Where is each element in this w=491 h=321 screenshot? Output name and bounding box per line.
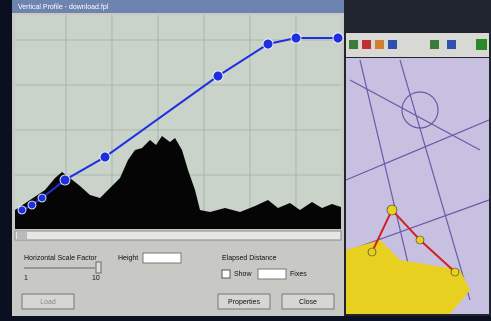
properties-text: Properties (228, 299, 260, 306)
scroll-thumb[interactable] (17, 232, 27, 239)
scale-label: Horizontal Scale Factor (24, 255, 97, 262)
height-input[interactable] (143, 253, 181, 263)
scrollbar[interactable] (15, 231, 341, 240)
show-label: Show (234, 271, 252, 278)
screen: Vertical Profile - download.fpl Horizont… (0, 0, 491, 316)
scale-max: 10 (92, 275, 100, 282)
slider-thumb[interactable] (96, 262, 101, 273)
load-text: Load (40, 299, 56, 306)
scale-min: 1 (24, 275, 28, 282)
window-title: Vertical Profile - download.fpl (18, 4, 109, 11)
fixes-label: Fixes (290, 271, 307, 278)
distance-label: Elapsed Distance (222, 255, 277, 262)
close-text: Close (299, 299, 317, 306)
fixes-input[interactable] (258, 269, 286, 279)
page: Vertical Profile - download.fpl Horizont… (0, 0, 491, 316)
height-label: Height (118, 255, 138, 262)
show-checkbox[interactable] (222, 270, 230, 278)
